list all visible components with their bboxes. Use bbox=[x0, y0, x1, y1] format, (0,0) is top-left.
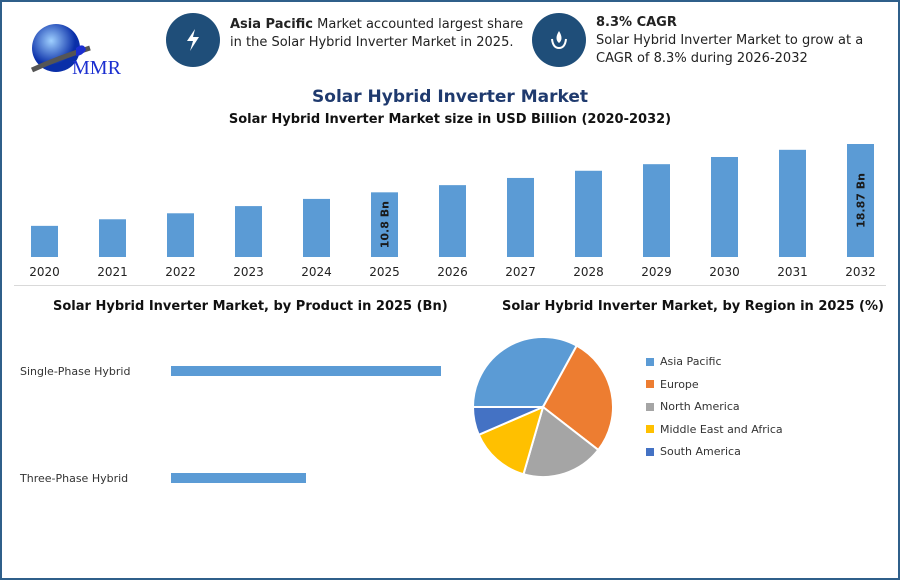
legend-label: Europe bbox=[660, 377, 699, 391]
legend-item: Europe bbox=[646, 378, 699, 391]
divider bbox=[14, 285, 886, 286]
region-pie-chart bbox=[471, 336, 614, 478]
x-tick-2030: 2030 bbox=[709, 265, 740, 279]
bar-2020 bbox=[31, 225, 58, 257]
pie-slice-europe bbox=[541, 344, 614, 452]
product-chart-title: Solar Hybrid Inverter Market, by Product… bbox=[53, 299, 448, 314]
legend-item: North America bbox=[646, 400, 740, 413]
legend-item: South America bbox=[646, 445, 741, 458]
product-bar bbox=[171, 473, 306, 483]
bar-2022 bbox=[167, 213, 194, 257]
legend-label: Middle East and Africa bbox=[660, 422, 783, 436]
bar-2027 bbox=[507, 177, 534, 257]
info-asia-pacific: Asia Pacific Market accounted largest sh… bbox=[230, 17, 524, 50]
lightning-icon bbox=[166, 13, 220, 67]
bar-2026 bbox=[439, 185, 466, 257]
x-tick-2027: 2027 bbox=[505, 265, 536, 279]
market-size-bar-chart: 2020 2021 2022 2023 2024 2025 10.8 Bn 2026 2027 2… bbox=[29, 144, 876, 279]
bar-chart-title: Solar Hybrid Inverter Market size in USD… bbox=[228, 112, 672, 127]
x-tick-2021: 2021 bbox=[97, 265, 128, 279]
x-tick-2026: 2026 bbox=[437, 265, 468, 279]
pie-slice-north-america bbox=[522, 405, 600, 478]
x-tick-2023: 2023 bbox=[233, 265, 264, 279]
legend-swatch bbox=[646, 402, 654, 411]
bar-2031 bbox=[779, 149, 806, 257]
x-tick-2028: 2028 bbox=[573, 265, 604, 279]
bar-2028 bbox=[575, 170, 602, 257]
pie-slice-asia-pacific bbox=[471, 336, 579, 408]
product-label: Three-Phase Hybrid bbox=[19, 472, 128, 485]
drop-hand-icon bbox=[532, 13, 586, 67]
product-label: Single-Phase Hybrid bbox=[20, 365, 130, 378]
x-tick-2022: 2022 bbox=[165, 265, 196, 279]
legend-swatch bbox=[646, 425, 654, 433]
x-tick-2024: 2024 bbox=[301, 265, 332, 279]
legend-item: Asia Pacific bbox=[646, 355, 722, 368]
data-label-2025: 10.8 Bn bbox=[379, 201, 392, 248]
mmr-logo: MMR bbox=[28, 18, 138, 80]
region-chart-title: Solar Hybrid Inverter Market, by Region … bbox=[502, 299, 884, 314]
legend-item: Middle East and Africa bbox=[646, 423, 783, 436]
legend-swatch bbox=[646, 447, 654, 456]
product-bar-chart: Single-Phase Hybrid Three-Phase Hybrid bbox=[19, 365, 441, 485]
pie-slice-middle-east-and-africa bbox=[477, 405, 545, 476]
legend-label: Asia Pacific bbox=[660, 355, 722, 368]
bar-2025 bbox=[371, 192, 398, 257]
bar-2032 bbox=[847, 144, 874, 257]
bar-2024 bbox=[303, 198, 330, 257]
legend-label: South America bbox=[660, 445, 741, 458]
globe-icon: MMR bbox=[30, 24, 122, 79]
page-title: Solar Hybrid Inverter Market bbox=[312, 87, 588, 107]
bar-2029 bbox=[643, 164, 670, 257]
x-tick-2031: 2031 bbox=[777, 265, 808, 279]
x-tick-2029: 2029 bbox=[641, 265, 672, 279]
legend-swatch bbox=[646, 357, 654, 366]
pie-slice-south-america bbox=[471, 406, 544, 437]
x-tick-2020: 2020 bbox=[29, 265, 60, 279]
svg-text:MMR: MMR bbox=[72, 57, 122, 79]
data-label-2032: 18.87 Bn bbox=[855, 173, 868, 228]
info-cagr: 8.3% CAGR Solar Hybrid Inverter Market t… bbox=[596, 15, 864, 66]
legend-swatch bbox=[646, 380, 654, 388]
x-tick-2025: 2025 bbox=[369, 265, 400, 279]
bar-2021 bbox=[99, 219, 126, 257]
legend-label: North America bbox=[660, 400, 740, 413]
product-bar bbox=[171, 366, 441, 376]
x-tick-2032: 2032 bbox=[845, 265, 876, 279]
bar-2023 bbox=[235, 206, 262, 257]
bar-2030 bbox=[711, 156, 738, 257]
